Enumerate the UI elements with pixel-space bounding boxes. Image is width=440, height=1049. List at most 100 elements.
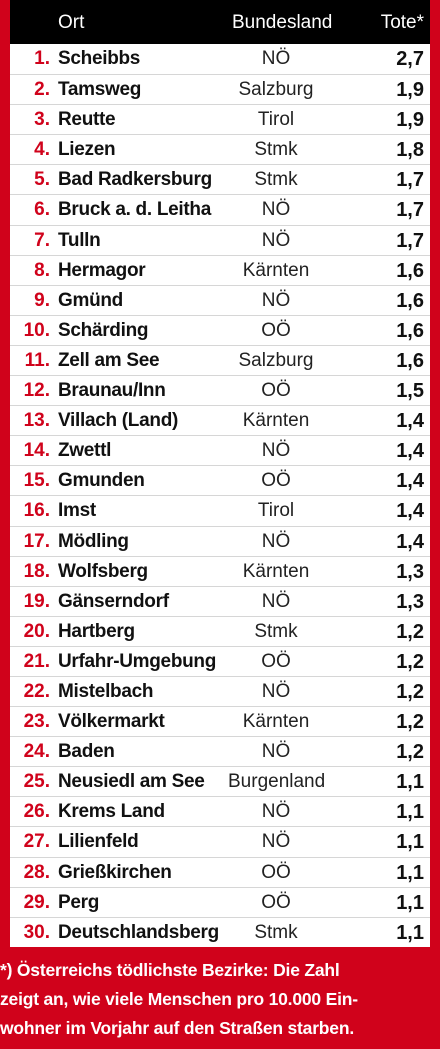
value-cell: 1,8 <box>396 139 424 162</box>
table-row: 6. Bruck a. d. Leitha NÖ 1,7 <box>10 194 430 224</box>
value-cell: 1,2 <box>396 680 424 703</box>
rank-cell: 21. <box>23 650 50 672</box>
place-cell: Tulln <box>58 229 101 251</box>
place-cell: Zell am See <box>58 349 160 371</box>
table-row: 13. Villach (Land) Kärnten 1,4 <box>10 405 430 435</box>
rank-cell: 14. <box>23 440 50 462</box>
footnote: *) Österreichs tödlichste Bezirke: Die Z… <box>0 956 430 1043</box>
state-cell: OÖ <box>261 319 291 341</box>
table-row: 28. Grießkirchen OÖ 1,1 <box>10 856 430 887</box>
header-place: Ort <box>58 12 85 33</box>
place-cell: Liezen <box>58 139 116 161</box>
state-cell: NÖ <box>261 530 291 552</box>
table-row: 1. Scheibbs NÖ 2,7 <box>10 44 430 74</box>
value-cell: 1,6 <box>396 289 424 312</box>
rank-cell: 25. <box>23 771 50 793</box>
table-row: 8. Hermagor Kärnten 1,6 <box>10 254 430 285</box>
place-cell: Deutschlandsberg <box>58 921 219 943</box>
state-cell: Stmk <box>254 139 298 161</box>
table-row: 17. Mödling NÖ 1,4 <box>10 525 430 556</box>
table-header: Ort Bundesland Tote* <box>10 0 430 44</box>
state-cell: Stmk <box>254 169 298 191</box>
rank-cell: 2. <box>34 79 50 101</box>
state-cell: Kärnten <box>242 560 310 582</box>
state-cell: NÖ <box>261 199 291 221</box>
rank-cell: 5. <box>34 169 50 191</box>
table-row: 15. Gmunden OÖ 1,4 <box>10 465 430 495</box>
value-cell: 1,4 <box>396 530 424 553</box>
table-row: 2. Tamsweg Salzburg 1,9 <box>10 74 430 104</box>
table-row: 19. Gänserndorf NÖ 1,3 <box>10 585 430 616</box>
table-row: 21. Urfahr-Umgebung OÖ 1,2 <box>10 645 430 676</box>
header-value: Tote* <box>380 12 424 33</box>
state-cell: Kärnten <box>242 259 310 281</box>
place-cell: Schärding <box>58 319 149 341</box>
place-cell: Perg <box>58 891 100 913</box>
place-cell: Baden <box>58 741 115 763</box>
place-cell: Mistelbach <box>58 680 154 702</box>
rank-cell: 11. <box>24 349 50 371</box>
state-cell: Burgenland <box>228 771 326 793</box>
place-cell: Hartberg <box>58 620 135 642</box>
value-cell: 1,3 <box>396 590 424 613</box>
table-row: 22. Mistelbach NÖ 1,2 <box>10 675 430 706</box>
rank-cell: 10. <box>23 319 50 341</box>
state-cell: NÖ <box>261 590 291 612</box>
rank-cell: 24. <box>23 741 50 763</box>
value-cell: 1,6 <box>396 349 424 372</box>
value-cell: 1,3 <box>396 560 424 583</box>
value-cell: 1,4 <box>396 470 424 493</box>
state-cell: NÖ <box>261 801 291 823</box>
state-cell: NÖ <box>261 741 291 763</box>
rank-cell: 1. <box>34 48 50 69</box>
state-cell: OÖ <box>261 380 291 402</box>
footnote-line: zeigt an, wie viele Menschen pro 10.000 … <box>0 989 358 1009</box>
table-row: 5. Bad Radkersburg Stmk 1,7 <box>10 164 430 194</box>
rank-cell: 8. <box>34 259 50 281</box>
state-cell: NÖ <box>261 48 291 69</box>
rank-cell: 3. <box>34 109 50 131</box>
rank-cell: 28. <box>23 861 50 883</box>
rank-cell: 30. <box>23 921 50 943</box>
state-cell: Salzburg <box>238 79 314 101</box>
rank-cell: 6. <box>34 199 50 221</box>
value-cell: 1,7 <box>396 199 424 222</box>
place-cell: Imst <box>58 500 96 522</box>
place-cell: Reutte <box>58 109 116 131</box>
table-row: 7. Tulln NÖ 1,7 <box>10 224 430 255</box>
place-cell: Scheibbs <box>58 48 141 69</box>
place-cell: Grießkirchen <box>58 861 172 883</box>
place-cell: Zwettl <box>58 440 112 462</box>
state-cell: Kärnten <box>242 711 310 733</box>
rank-cell: 23. <box>23 711 50 733</box>
table-row: 9. Gmünd NÖ 1,6 <box>10 284 430 315</box>
state-cell: Tirol <box>257 109 295 131</box>
value-cell: 1,9 <box>396 109 424 132</box>
value-cell: 1,1 <box>396 861 424 884</box>
value-cell: 1,4 <box>396 410 424 433</box>
place-cell: Mödling <box>58 530 129 552</box>
footnote-line: *) Österreichs tödlichste Bezirke: Die Z… <box>0 960 340 980</box>
state-cell: OÖ <box>261 650 291 672</box>
table-row: 29. Perg OÖ 1,1 <box>10 886 430 917</box>
table-row: 12. Braunau/Inn OÖ 1,5 <box>10 375 430 405</box>
rank-cell: 13. <box>23 410 50 432</box>
rank-cell: 19. <box>23 590 50 612</box>
place-cell: Gmunden <box>58 470 145 492</box>
table-row: 4. Liezen Stmk 1,8 <box>10 134 430 164</box>
value-cell: 2,7 <box>396 48 424 70</box>
rank-cell: 12. <box>23 380 50 402</box>
state-cell: OÖ <box>261 861 291 883</box>
state-cell: NÖ <box>261 440 291 462</box>
place-cell: Wolfsberg <box>58 560 148 582</box>
place-cell: Krems Land <box>58 801 165 823</box>
value-cell: 1,2 <box>396 620 424 643</box>
rank-cell: 26. <box>23 801 50 823</box>
place-cell: Hermagor <box>58 259 146 281</box>
value-cell: 1,7 <box>396 229 424 252</box>
value-cell: 1,1 <box>396 771 424 794</box>
place-cell: Gmünd <box>58 289 123 311</box>
rank-cell: 27. <box>23 831 50 853</box>
place-cell: Neusiedl am See <box>58 771 205 793</box>
state-cell: NÖ <box>261 229 291 251</box>
